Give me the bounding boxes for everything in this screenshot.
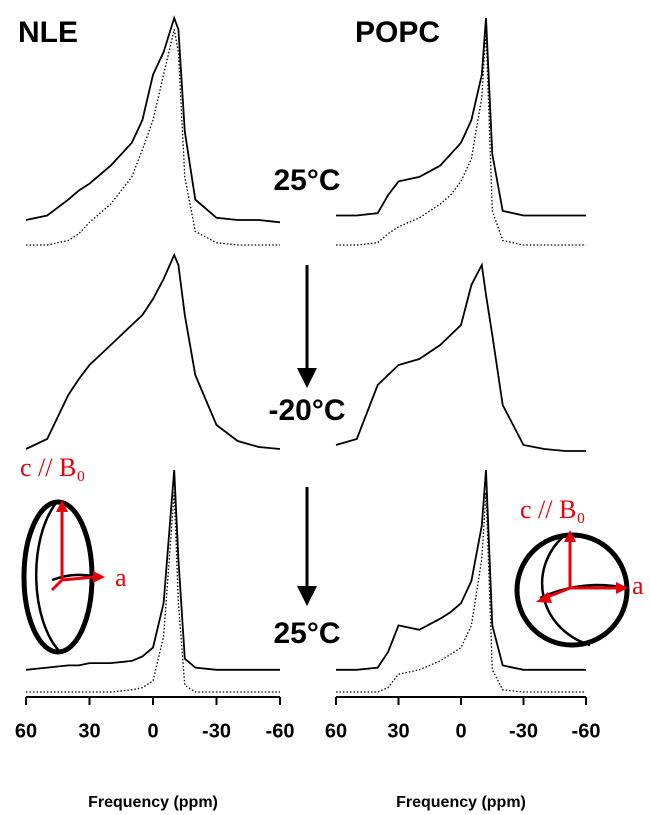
x-tick-label: 30	[78, 720, 100, 742]
inset-label: a	[115, 563, 127, 592]
temperature-label: -20°C	[268, 394, 345, 427]
panel-title: POPC	[355, 16, 440, 49]
temperature-label: 25°C	[273, 164, 340, 197]
spectrum-line	[25, 469, 280, 671]
inset-label: c // B₀	[520, 495, 585, 524]
temperature-label: 25°C	[273, 617, 340, 650]
arrow	[297, 265, 317, 606]
inset-circle	[514, 530, 630, 648]
spectrum-line	[25, 15, 281, 224]
spectrum-line	[336, 29, 586, 246]
spectrum-line	[26, 29, 280, 246]
x-tick-label: -60	[266, 720, 295, 742]
spectrum-line	[336, 469, 586, 671]
spectrum-line	[336, 17, 586, 217]
spectrum-line	[25, 252, 281, 450]
x-tick-label: 60	[325, 720, 347, 742]
x-tick-label: -30	[202, 720, 231, 742]
x-tick-label: 0	[147, 720, 158, 742]
inset-label: a	[632, 571, 644, 600]
spectrum-line	[336, 492, 586, 693]
x-tick-label: 60	[15, 720, 37, 742]
panel-title: NLE	[18, 16, 78, 49]
x-axis-label: Frequency (ppm)	[88, 794, 218, 811]
spectrum-line	[335, 262, 586, 452]
x-axis-label: Frequency (ppm)	[396, 794, 526, 811]
x-tick-label: 0	[455, 720, 466, 742]
spectrum-line	[26, 492, 280, 693]
x-tick-label: -30	[509, 720, 538, 742]
x-tick-label: -60	[572, 720, 601, 742]
x-tick-label: 30	[387, 720, 409, 742]
inset-label: c // B₀	[20, 453, 85, 482]
inset-ellipse	[21, 499, 105, 655]
